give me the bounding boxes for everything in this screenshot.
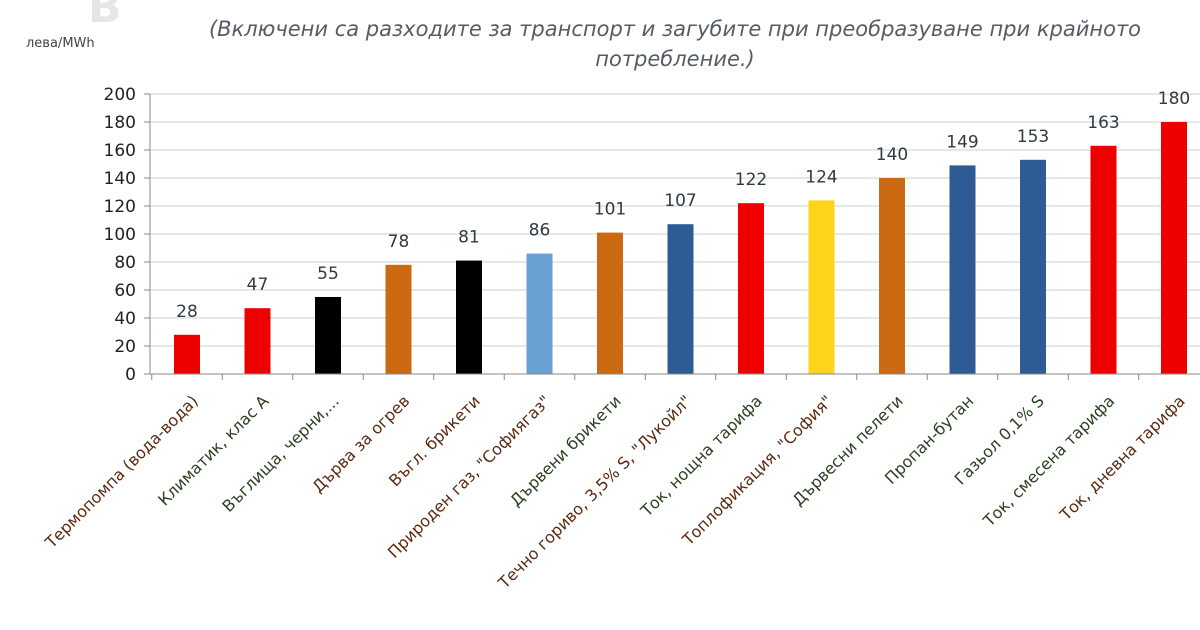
category-label: Топлофикация, "София" [678, 391, 836, 549]
y-tick-label: 180 [104, 113, 136, 133]
bar [808, 200, 835, 374]
bar-value-label: 28 [176, 302, 198, 322]
y-tick-label: 200 [104, 85, 136, 105]
bar-value-label: 180 [1158, 89, 1190, 109]
bar [1020, 159, 1046, 374]
bars [174, 122, 1187, 374]
bar-value-label: 149 [946, 132, 978, 152]
bar [949, 165, 976, 374]
bar-value-label: 140 [876, 145, 908, 165]
bar [315, 297, 341, 374]
bar-value-label: 86 [529, 221, 551, 241]
watermark-logo: B [88, 0, 124, 33]
bar [174, 334, 200, 374]
bar [1161, 122, 1187, 374]
y-axis-unit-label: лева/MWh [26, 36, 95, 51]
bar [456, 260, 482, 374]
bar [385, 264, 412, 374]
value-labels: 28 47 55 78 81 86 101 107 122 124 140 149 153 163 180 [176, 89, 1190, 322]
category-label: Ток, дневна тарифа [1055, 391, 1188, 524]
bar-value-label: 78 [388, 232, 410, 252]
bar-value-label: 81 [458, 228, 480, 248]
y-axis-ticks: 0 20 40 60 80 100 120 140 160 180 200 [104, 85, 150, 385]
bar [1090, 145, 1117, 374]
bar-value-label: 107 [664, 191, 696, 211]
category-labels: Термопомпа (вода-вода)Климатик, клас АВъ… [41, 374, 1189, 593]
bar [879, 178, 905, 374]
bar-value-label: 124 [805, 167, 837, 187]
y-tick-label: 20 [114, 337, 136, 357]
category-label: Въглища, черни,... [218, 391, 342, 515]
y-tick-label: 40 [114, 309, 136, 329]
bar-value-label: 101 [594, 200, 626, 220]
y-tick-label: 80 [114, 253, 136, 273]
y-tick-label: 160 [104, 141, 136, 161]
y-tick-label: 120 [104, 197, 136, 217]
bar [667, 224, 694, 374]
chart-title: (Включени са разходите за транспорт и за… [208, 17, 1142, 71]
y-tick-label: 0 [125, 365, 136, 385]
bar [526, 253, 553, 374]
category-label: Ток, нощна тарифа [636, 391, 766, 521]
bar-value-label: 55 [317, 264, 339, 284]
bar-value-label: 47 [247, 275, 269, 295]
bar-value-label: 163 [1087, 113, 1119, 133]
bar [597, 232, 623, 374]
bar-value-label: 122 [735, 170, 767, 190]
category-label: Ток, смесена тарифа [979, 391, 1118, 530]
y-tick-label: 60 [114, 281, 136, 301]
y-tick-label: 140 [104, 169, 136, 189]
bar-value-label: 153 [1017, 127, 1049, 147]
bar [738, 203, 764, 374]
bar [244, 308, 271, 374]
y-tick-label: 100 [104, 225, 136, 245]
